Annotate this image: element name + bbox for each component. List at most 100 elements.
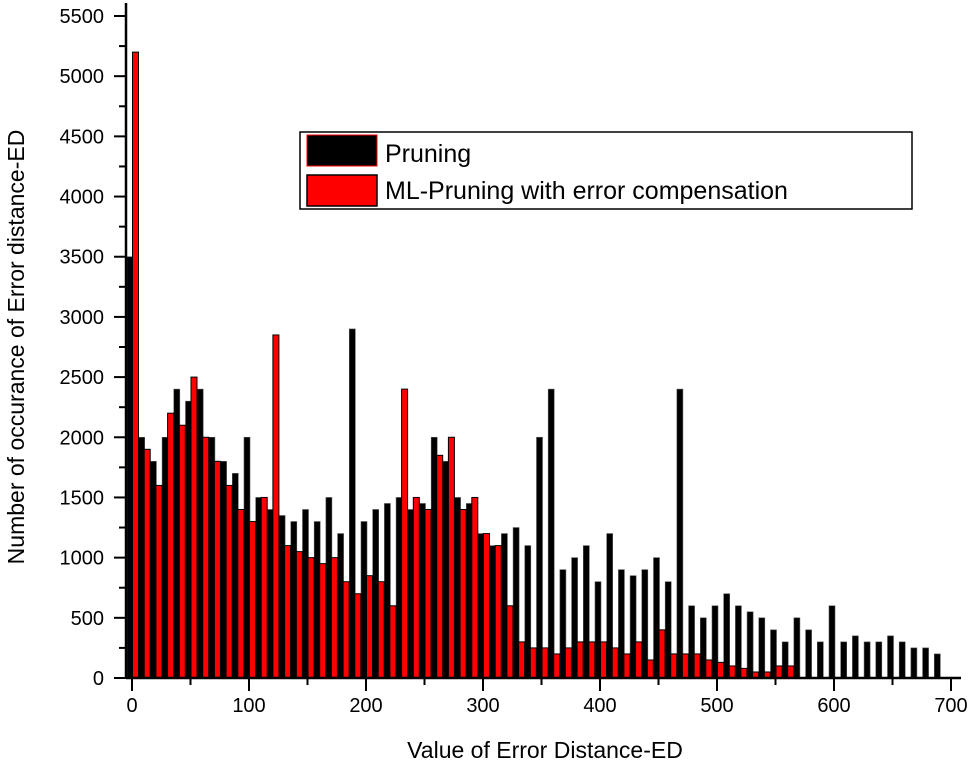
y-tick-label: 4000 — [60, 187, 105, 209]
bar-pruning — [863, 641, 871, 679]
bar-ml-pruning — [646, 659, 654, 679]
x-tick-label: 300 — [466, 695, 499, 717]
bar-ml-pruning — [249, 521, 256, 679]
bar-pruning — [898, 641, 906, 679]
legend-box — [299, 131, 913, 210]
bar-ml-pruning — [588, 641, 596, 679]
bar-ml-pruning — [600, 641, 607, 679]
bar-ml-pruning — [658, 629, 666, 679]
y-tick-label: 3500 — [60, 247, 105, 269]
bar-pruning — [933, 653, 941, 679]
bar-pruning — [676, 388, 684, 679]
bar-pruning — [793, 617, 801, 679]
bar-ml-pruning — [693, 653, 701, 679]
bar-ml-pruning — [342, 581, 350, 679]
bar-ml-pruning — [670, 653, 678, 679]
bar-ml-pruning — [518, 641, 526, 679]
bar-pruning — [840, 641, 848, 679]
bar-ml-pruning — [447, 436, 455, 679]
legend-swatch-pruning — [306, 134, 378, 167]
bar-ml-pruning — [143, 448, 151, 679]
x-tick-label: 0 — [126, 695, 137, 717]
bar-ml-pruning — [284, 545, 292, 679]
bar-ml-pruning — [459, 508, 467, 679]
y-tick-label: 4500 — [60, 126, 105, 148]
bar-pruning — [875, 641, 883, 679]
y-tick-label: 5000 — [60, 66, 105, 88]
bar-ml-pruning — [564, 647, 572, 679]
bar-ml-pruning — [623, 653, 631, 679]
bar-ml-pruning — [412, 496, 420, 679]
bar-ml-pruning — [728, 665, 736, 679]
bar-pruning — [547, 388, 555, 679]
bar-ml-pruning — [787, 665, 795, 679]
bar-ml-pruning — [775, 665, 783, 679]
x-axis-title: Value of Error Distance-ED — [407, 737, 683, 763]
bar-ml-pruning — [132, 51, 139, 679]
bar-pruning — [828, 605, 836, 679]
y-tick-label: 5500 — [60, 6, 105, 28]
bar-pruning — [805, 629, 812, 679]
legend-label-pruning: Pruning — [385, 140, 471, 168]
bar-pruning — [922, 647, 929, 679]
x-axis-ticks: 0 100 200 300 400 500 600 700 — [126, 678, 968, 717]
bar-ml-pruning — [611, 647, 619, 679]
bar-ml-pruning — [576, 641, 584, 679]
bar-ml-pruning — [272, 334, 280, 679]
bar-ml-pruning — [553, 653, 561, 679]
y-tick-label: 500 — [71, 608, 104, 630]
x-tick-label: 100 — [232, 695, 265, 717]
bar-ml-pruning — [541, 647, 549, 679]
bar-ml-pruning — [401, 388, 409, 679]
bar-ml-pruning — [483, 533, 490, 679]
bar-ml-pruning — [237, 508, 245, 679]
bar-ml-pruning — [635, 641, 643, 679]
bar-pruning — [723, 593, 731, 679]
bar-ml-pruning — [389, 605, 397, 679]
axes — [124, 3, 961, 680]
legend: Pruning ML-Pruning with error compensati… — [299, 131, 913, 210]
legend-label-ml-pruning: ML-Pruning with error compensation — [385, 177, 788, 205]
bar-ml-pruning — [202, 436, 210, 679]
bar-ml-pruning — [307, 557, 315, 679]
bar-pruning — [735, 605, 742, 679]
series-pruning-bars — [126, 256, 941, 679]
bar-ml-pruning — [225, 484, 233, 679]
legend-swatch-ml-pruning — [306, 174, 378, 207]
bar-pruning — [758, 617, 766, 679]
y-tick-label: 1000 — [60, 548, 105, 570]
bar-ml-pruning — [213, 460, 221, 679]
bar-ml-pruning — [377, 581, 385, 679]
x-tick-label: 500 — [700, 695, 733, 717]
x-tick-label: 700 — [934, 695, 967, 717]
y-tick-label: 2500 — [60, 367, 105, 389]
bar-ml-pruning — [190, 376, 198, 679]
bar-ml-pruning — [424, 508, 432, 679]
bar-ml-pruning — [506, 605, 514, 679]
bar-ml-pruning — [529, 647, 537, 679]
y-axis-ticks: 0 500 1000 1500 2000 2500 3000 3500 4000 4500 5000… — [60, 6, 126, 690]
bar-ml-pruning — [717, 661, 724, 679]
bar-ml-pruning — [260, 496, 268, 679]
bar-ml-pruning — [436, 454, 444, 679]
bar-ml-pruning — [178, 424, 186, 679]
y-tick-label: 2000 — [60, 427, 105, 449]
y-tick-label: 1500 — [60, 487, 105, 509]
bar-ml-pruning — [155, 484, 163, 679]
bar-pruning — [852, 635, 859, 679]
y-tick-label: 0 — [93, 668, 104, 690]
bar-pruning — [816, 641, 824, 679]
y-axis-title: Number of occurance of Error distance-ED — [3, 130, 29, 565]
bar-pruning — [910, 647, 918, 679]
bar-ml-pruning — [330, 557, 338, 679]
bar-pruning — [536, 436, 543, 679]
bar-ml-pruning — [494, 545, 502, 679]
bar-pruning — [887, 635, 894, 679]
x-tick-label: 200 — [349, 695, 382, 717]
x-tick-label: 600 — [817, 695, 850, 717]
bar-ml-pruning — [319, 563, 327, 679]
bar-pruning — [746, 611, 754, 679]
x-tick-label: 400 — [583, 695, 616, 717]
y-tick-label: 3000 — [60, 307, 105, 329]
